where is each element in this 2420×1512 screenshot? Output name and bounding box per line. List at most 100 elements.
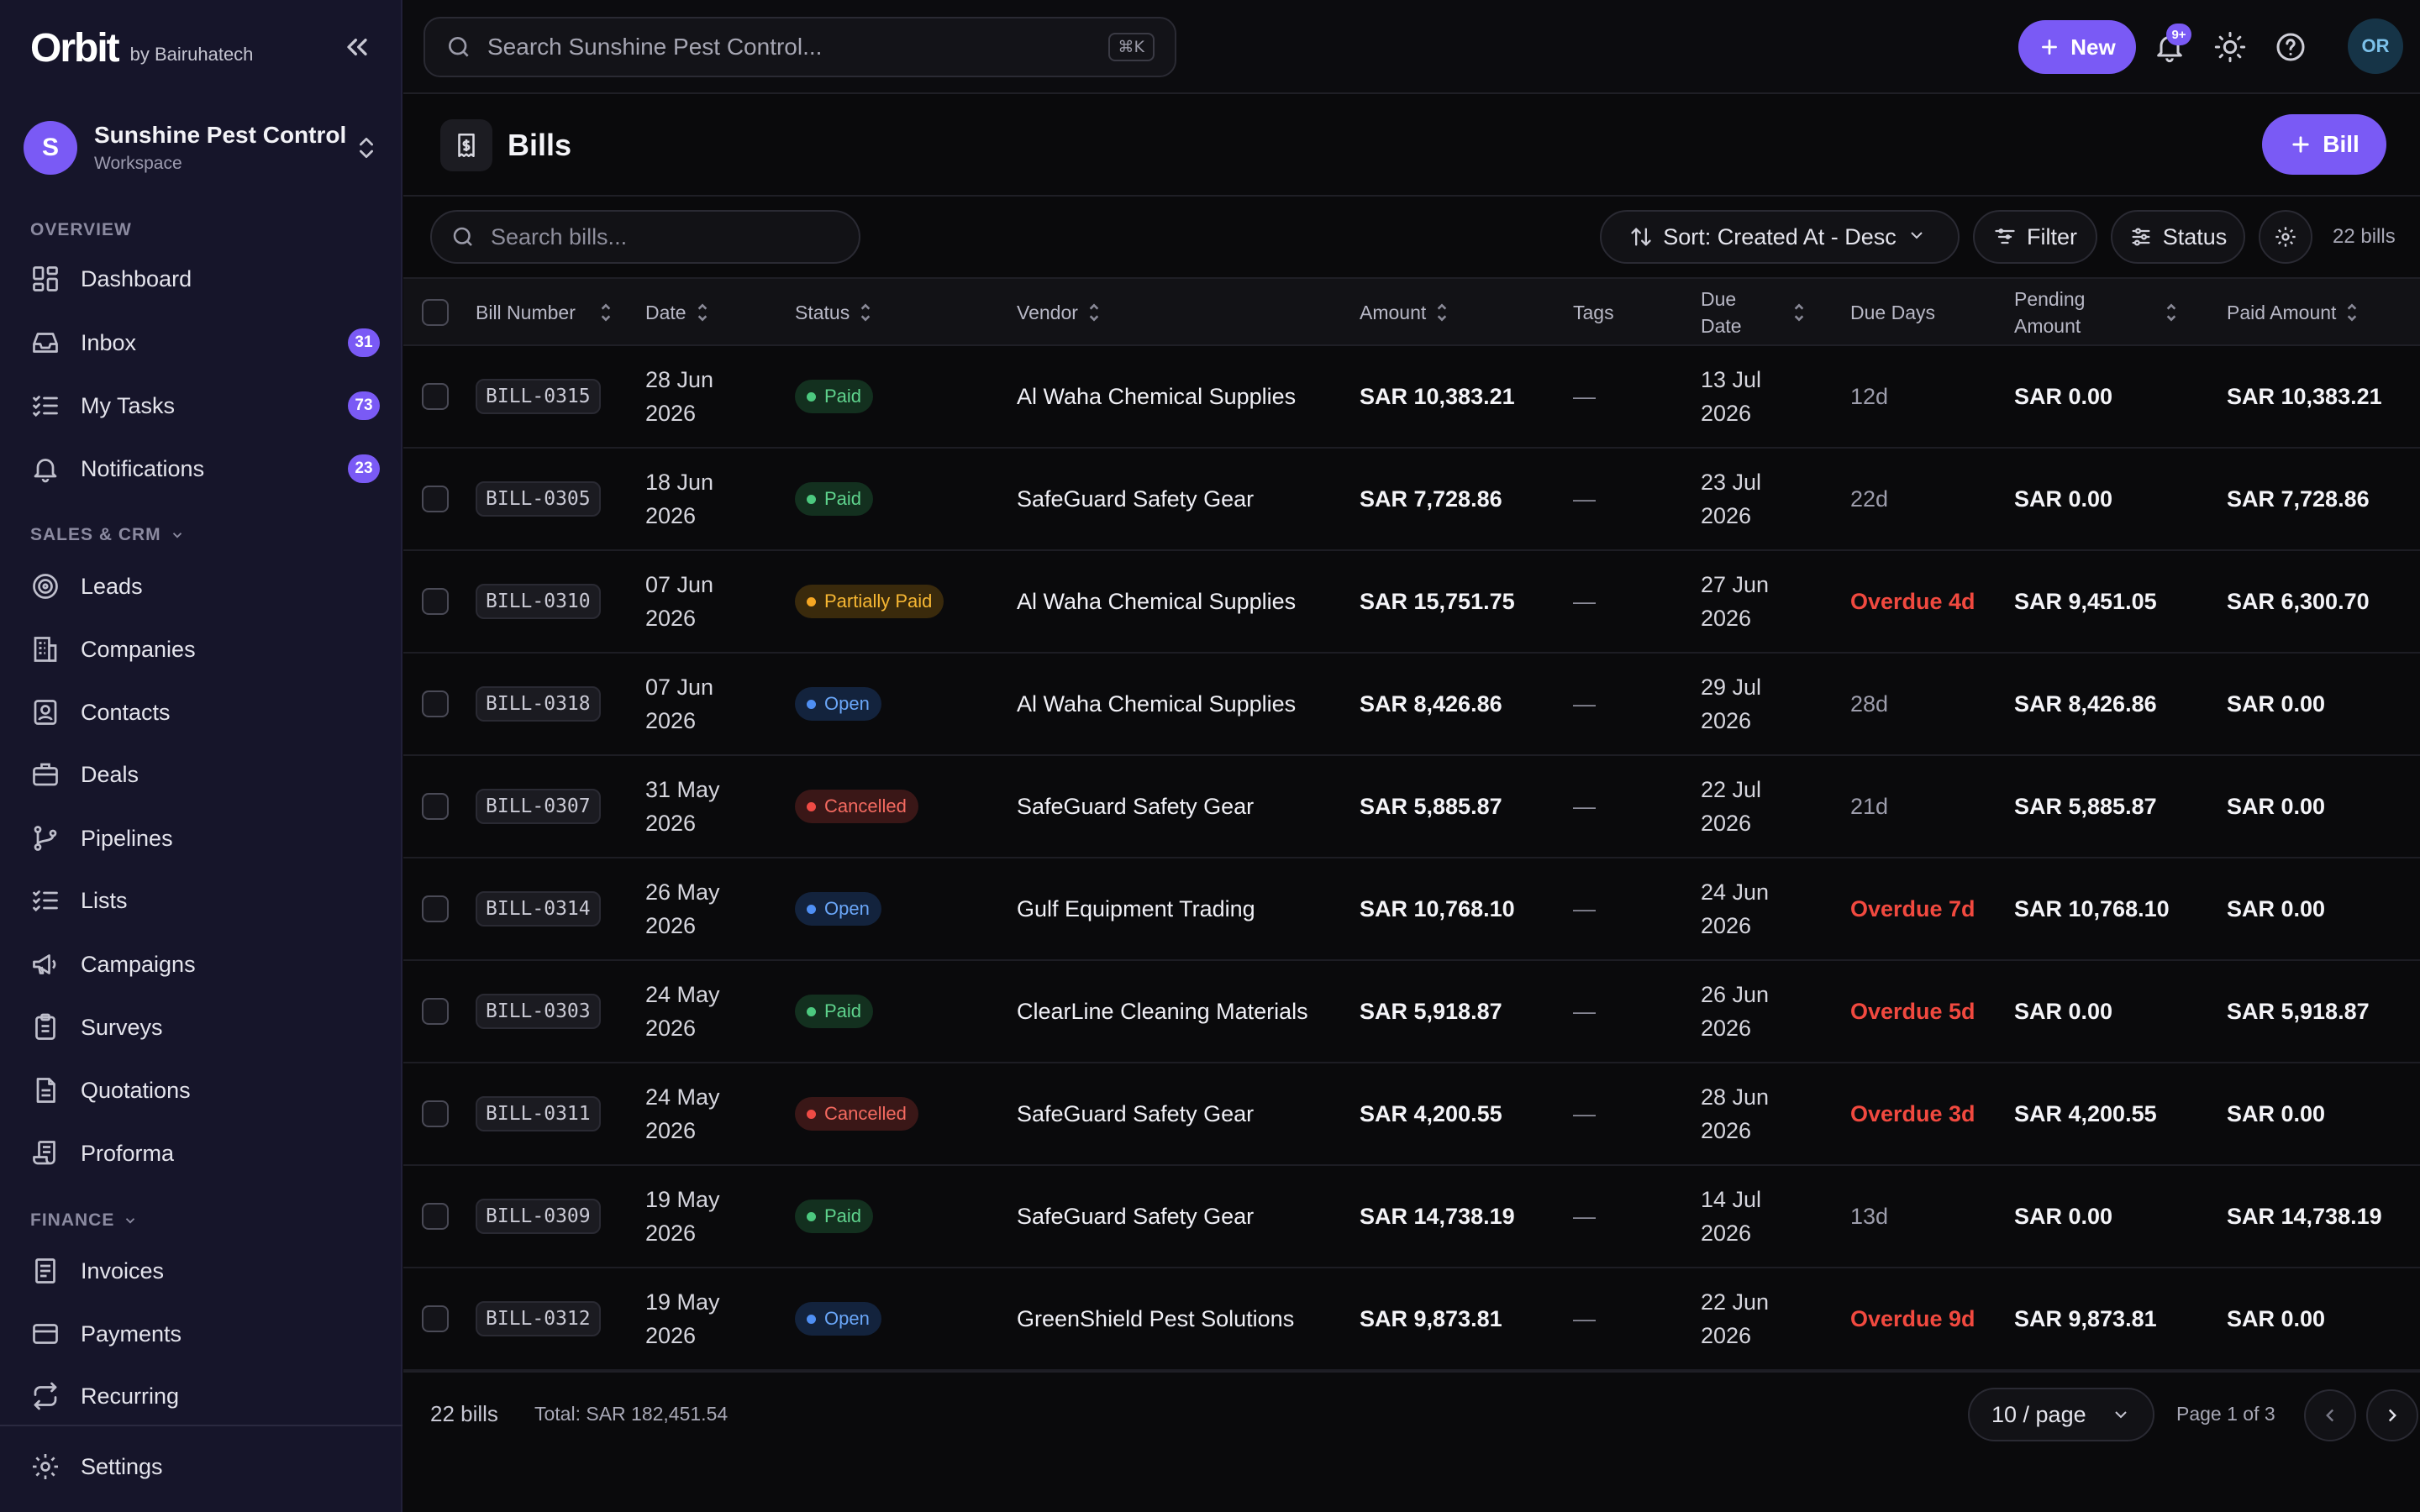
cell-vendor[interactable]: SafeGuard Safety Gear <box>1017 1063 1254 1164</box>
cell-due-date: 24 Jun 2026 <box>1701 858 1769 959</box>
workspace-switcher[interactable]: S Sunshine Pest Control Workspace <box>24 118 380 178</box>
filter-button[interactable]: Filter <box>1973 210 2097 264</box>
due-day-month: 28 Jun <box>1701 1084 1770 1110</box>
cell-bill-number[interactable]: BILL-0318 <box>476 654 601 754</box>
cell-vendor[interactable]: ClearLine Cleaning Materials <box>1017 961 1308 1062</box>
vendor-name: Al Waha Chemical Supplies <box>1017 588 1297 614</box>
sidebar-item-pipelines[interactable]: Pipelines <box>24 813 380 864</box>
column-header-date[interactable]: Date <box>645 279 710 346</box>
sidebar-item-payments[interactable]: Payments <box>24 1309 380 1359</box>
cell-bill-number[interactable]: BILL-0314 <box>476 858 601 959</box>
sidebar-item-surveys[interactable]: Surveys <box>24 1002 380 1053</box>
cell-vendor[interactable]: Gulf Equipment Trading <box>1017 858 1255 959</box>
next-page-button[interactable] <box>2366 1389 2418 1441</box>
help-icon[interactable] <box>2274 30 2307 64</box>
collapse-sidebar-icon[interactable] <box>340 30 374 64</box>
row-checkbox[interactable] <box>422 1100 449 1127</box>
cell-vendor[interactable]: Al Waha Chemical Supplies <box>1017 346 1296 447</box>
row-checkbox[interactable] <box>422 690 449 717</box>
sidebar-item-leads[interactable]: Leads <box>24 561 380 612</box>
table-row[interactable]: BILL-0303 24 May 2026 Paid ClearLine Cleanin… <box>403 961 2420 1063</box>
sidebar-item-notifications[interactable]: Notifications 23 <box>24 444 380 494</box>
column-header-status[interactable]: Status <box>795 279 873 346</box>
brand-logo[interactable]: Orbit by Bairuhatech <box>30 25 253 69</box>
cell-vendor[interactable]: GreenShield Pest Solutions <box>1017 1268 1294 1369</box>
sidebar-item-deals[interactable]: Deals <box>24 749 380 800</box>
column-header-vendor[interactable]: Vendor <box>1017 279 1102 346</box>
table-row[interactable]: BILL-0312 19 May 2026 Open GreenShield Pest … <box>403 1268 2420 1371</box>
sidebar-item-my-tasks[interactable]: My Tasks 73 <box>24 381 380 431</box>
cell-bill-number[interactable]: BILL-0310 <box>476 551 601 652</box>
row-checkbox[interactable] <box>422 486 449 512</box>
sidebar-item-lists[interactable]: Lists <box>24 875 380 926</box>
sidebar-item-proforma[interactable]: Proforma <box>24 1128 380 1179</box>
sidebar-item-settings[interactable]: Settings <box>24 1441 380 1492</box>
sidebar-item-campaigns[interactable]: Campaigns <box>24 939 380 990</box>
cell-vendor[interactable]: Al Waha Chemical Supplies <box>1017 551 1296 652</box>
cell-vendor[interactable]: Al Waha Chemical Supplies <box>1017 654 1296 754</box>
sidebar-item-quotations[interactable]: Quotations <box>24 1065 380 1116</box>
cell-bill-number[interactable]: BILL-0307 <box>476 756 601 857</box>
bill-search-input[interactable]: Search bills... <box>430 210 860 264</box>
cell-due-days: 22d <box>1850 449 1985 549</box>
page-size-select[interactable]: 10 / page <box>1968 1388 2154 1441</box>
cell-vendor[interactable]: SafeGuard Safety Gear <box>1017 1166 1254 1267</box>
sidebar-item-invoices[interactable]: Invoices <box>24 1246 380 1296</box>
column-label: Status <box>795 301 850 323</box>
row-checkbox[interactable] <box>422 588 449 615</box>
column-header-paid-amount[interactable]: Paid Amount <box>2227 279 2360 346</box>
sort-dropdown[interactable]: Sort: Created At - Desc <box>1600 210 1960 264</box>
cell-bill-number[interactable]: BILL-0312 <box>476 1268 601 1369</box>
table-row[interactable]: BILL-0305 18 Jun 2026 Paid SafeGuard Safety … <box>403 449 2420 551</box>
table-settings-button[interactable] <box>2259 210 2312 264</box>
sidebar-item-recurring[interactable]: Recurring <box>24 1371 380 1421</box>
row-checkbox[interactable] <box>422 383 449 410</box>
user-avatar[interactable]: OR <box>2348 18 2403 74</box>
page-header: Bills Bill <box>403 94 2420 197</box>
new-button[interactable]: New <box>2018 20 2136 74</box>
cell-bill-number[interactable]: BILL-0305 <box>476 449 601 549</box>
column-header-due-date[interactable]: Due Date <box>1701 279 1807 346</box>
section-finance[interactable]: FINANCE <box>30 1210 138 1231</box>
sidebar-item-inbox[interactable]: Inbox 31 <box>24 318 380 368</box>
global-search[interactable]: Search Sunshine Pest Control... ⌘K <box>424 17 1176 77</box>
sun-icon[interactable] <box>2213 30 2247 64</box>
table-row[interactable]: BILL-0309 19 May 2026 Paid SafeGuard Safety … <box>403 1166 2420 1268</box>
cell-date: 24 May 2026 <box>645 1063 720 1164</box>
cell-bill-number[interactable]: BILL-0311 <box>476 1063 601 1164</box>
table-row[interactable]: BILL-0310 07 Jun 2026 Partially Paid Al Waha… <box>403 551 2420 654</box>
table-row[interactable]: BILL-0307 31 May 2026 Cancelled SafeGuard Sa… <box>403 756 2420 858</box>
column-header-amount[interactable]: Amount <box>1360 279 1449 346</box>
bill-number: BILL-0315 <box>476 379 601 414</box>
column-header-bill-number[interactable]: Bill Number <box>476 279 613 346</box>
cell-bill-number[interactable]: BILL-0315 <box>476 346 601 447</box>
table-row[interactable]: BILL-0311 24 May 2026 Cancelled SafeGuard Sa… <box>403 1063 2420 1166</box>
sidebar-item-contacts[interactable]: Contacts <box>24 687 380 738</box>
row-checkbox[interactable] <box>422 1305 449 1332</box>
row-checkbox[interactable] <box>422 998 449 1025</box>
section-sales-crm[interactable]: SALES & CRM <box>30 525 185 545</box>
row-checkbox[interactable] <box>422 793 449 820</box>
row-checkbox[interactable] <box>422 1203 449 1230</box>
table-row[interactable]: BILL-0314 26 May 2026 Open Gulf Equipment Tr… <box>403 858 2420 961</box>
table-row[interactable]: BILL-0315 28 Jun 2026 Paid Al Waha Chemical … <box>403 346 2420 449</box>
cell-tags: — <box>1573 654 1596 754</box>
pending-amount: SAR 9,873.81 <box>2014 1305 2157 1331</box>
cell-vendor[interactable]: SafeGuard Safety Gear <box>1017 756 1254 857</box>
vendor-name: Al Waha Chemical Supplies <box>1017 383 1297 409</box>
cell-date: 07 Jun 2026 <box>645 551 713 652</box>
sidebar-item-dashboard[interactable]: Dashboard <box>24 254 380 304</box>
cell-bill-number[interactable]: BILL-0303 <box>476 961 601 1062</box>
add-bill-button[interactable]: Bill <box>2262 114 2386 175</box>
row-checkbox[interactable] <box>422 895 449 922</box>
table-row[interactable]: BILL-0318 07 Jun 2026 Open Al Waha Chemical … <box>403 654 2420 756</box>
sidebar-item-companies[interactable]: Companies <box>24 624 380 675</box>
status-button[interactable]: Status <box>2111 210 2245 264</box>
column-header-pending-amount[interactable]: Pending Amount <box>2014 279 2179 346</box>
select-all-checkbox[interactable] <box>422 299 449 326</box>
cell-vendor[interactable]: SafeGuard Safety Gear <box>1017 449 1254 549</box>
column-label: Amount <box>1360 301 1427 323</box>
previous-page-button[interactable] <box>2304 1389 2356 1441</box>
cell-bill-number[interactable]: BILL-0309 <box>476 1166 601 1267</box>
cell-paid-amount: SAR 0.00 <box>2227 1063 2325 1164</box>
